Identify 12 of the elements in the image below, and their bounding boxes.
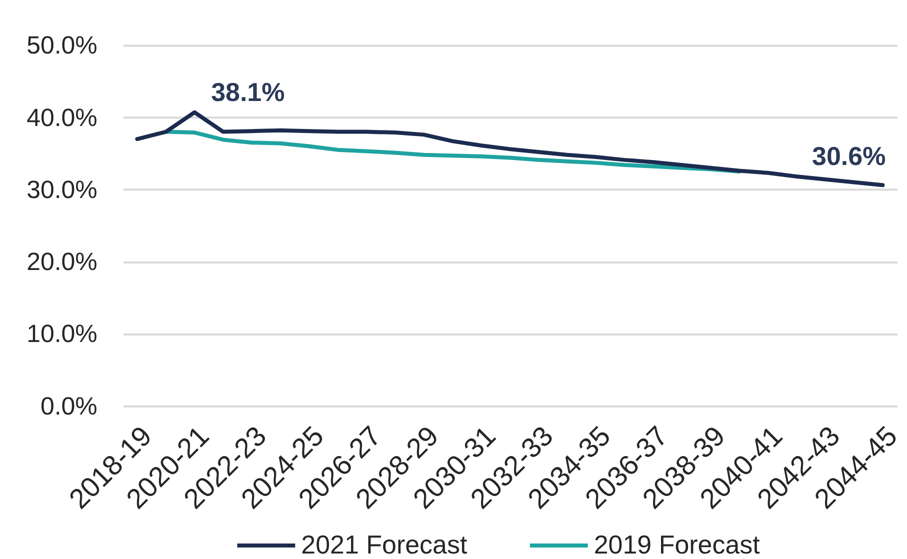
y-tick-label: 0.0% — [40, 392, 98, 420]
data-label: 38.1% — [211, 77, 285, 108]
line-series — [135, 110, 885, 188]
y-tick-label: 10.0% — [26, 320, 98, 348]
legend-label: 2019 Forecast — [594, 529, 761, 559]
data-label: 30.6% — [812, 141, 886, 172]
y-tick-label: 40.0% — [26, 104, 98, 132]
legend-label: 2021 Forecast — [301, 529, 468, 559]
line-series — [164, 130, 742, 174]
y-tick-label: 30.0% — [26, 176, 98, 204]
y-tick-label: 50.0% — [26, 32, 98, 60]
y-tick-label: 20.0% — [26, 248, 98, 276]
